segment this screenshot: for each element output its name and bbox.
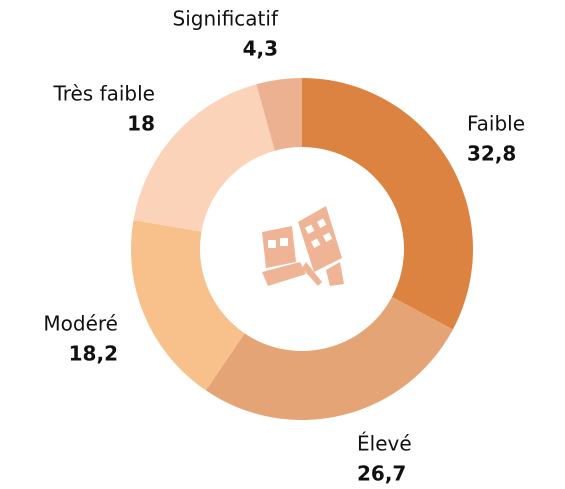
slice-value: 32,8	[467, 142, 516, 166]
slice-value: 4,3	[243, 37, 278, 61]
slice	[205, 297, 453, 421]
slice-label: Très faible	[52, 82, 155, 106]
slice-label: Faible	[467, 112, 525, 136]
slice-value: 26,7	[357, 462, 406, 486]
slice-label: Modéré	[43, 312, 118, 336]
slice	[302, 78, 473, 330]
slice-label: Significatif	[173, 7, 279, 31]
slice	[131, 220, 245, 391]
slice	[256, 78, 302, 151]
slice	[133, 84, 275, 232]
slice-value: 18	[127, 112, 155, 136]
slice-label: Élevé	[357, 432, 412, 456]
slices	[131, 78, 473, 421]
center-icon	[262, 206, 344, 286]
slice-value: 18,2	[69, 342, 118, 366]
